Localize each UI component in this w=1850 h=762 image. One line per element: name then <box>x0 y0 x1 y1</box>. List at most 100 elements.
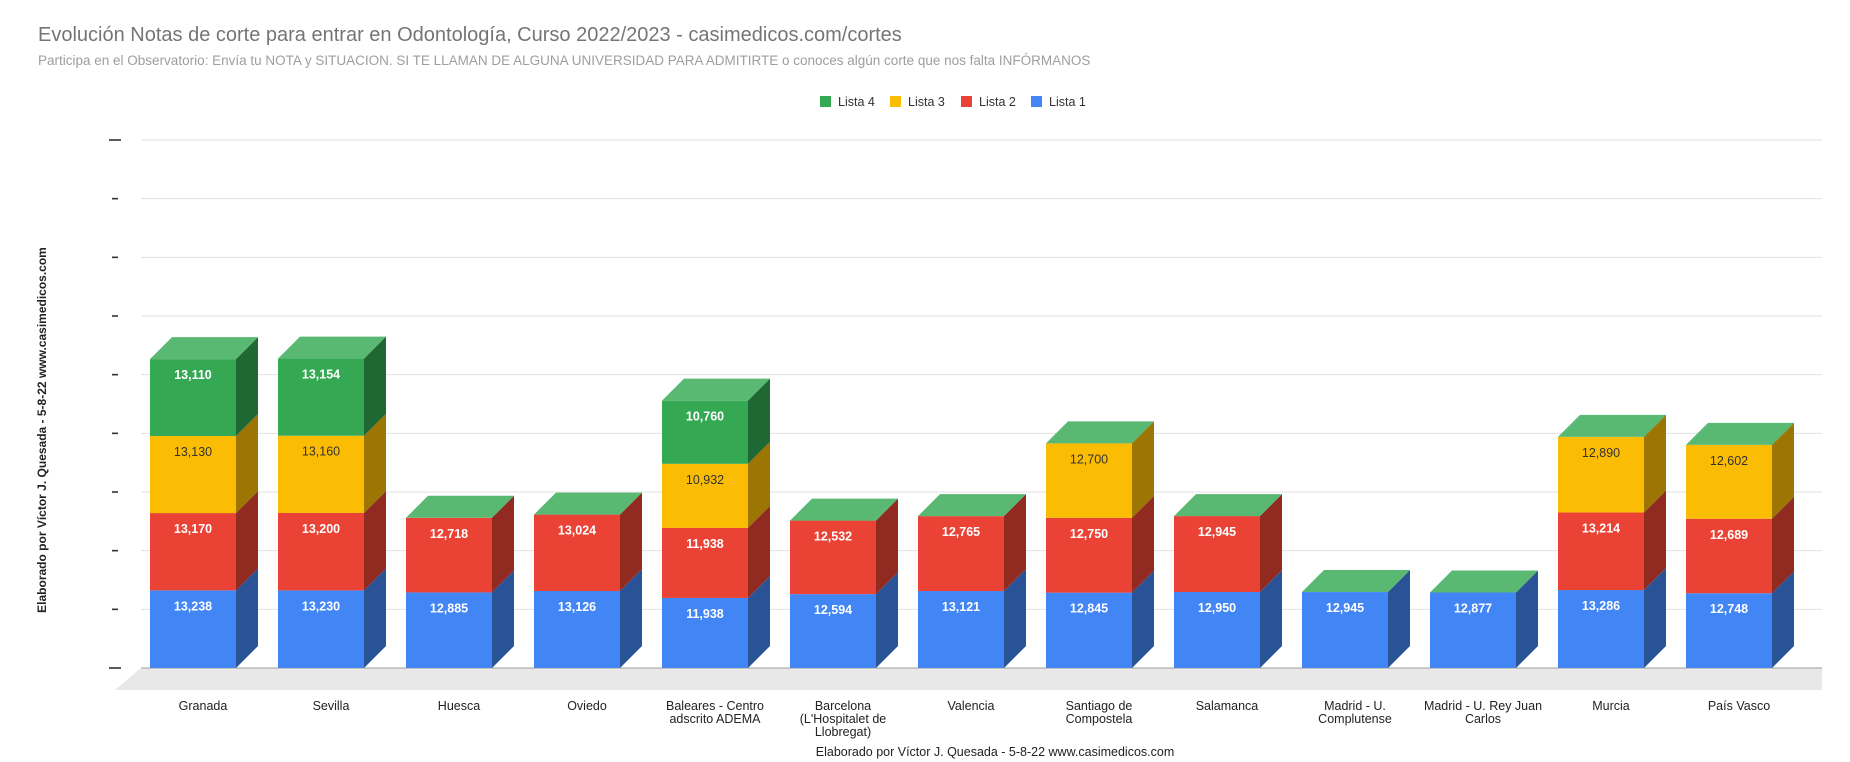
bar-side-lista-2 <box>1004 494 1026 592</box>
bar-side-lista-4 <box>748 378 770 464</box>
data-label-lista-1: 12,885 <box>430 601 468 615</box>
data-label-lista-2: 12,765 <box>942 525 980 539</box>
x-tick-label: Santiago de Compostela <box>1066 699 1133 726</box>
x-tick-label: Sevilla <box>313 699 350 713</box>
bar-side-lista-2 <box>1132 495 1154 593</box>
data-label-lista-2: 12,532 <box>814 530 852 544</box>
data-label-lista-4: 13,154 <box>302 368 340 382</box>
x-tick-label-line: Barcelona <box>815 699 871 713</box>
bar-lista-4[interactable] <box>662 400 748 464</box>
bar-side-lista-1 <box>1516 570 1538 668</box>
bar-lista-3[interactable] <box>662 463 748 528</box>
bar-side-lista-2 <box>1772 496 1794 594</box>
data-label-lista-4: 10,760 <box>686 410 724 424</box>
data-label-lista-2: 13,214 <box>1582 522 1620 536</box>
x-tick-label-line: Oviedo <box>567 699 607 713</box>
bar-lista-2[interactable] <box>1046 517 1132 593</box>
bar-top <box>278 336 386 359</box>
bar-top <box>150 337 258 360</box>
bar-lista-1[interactable] <box>1558 590 1644 668</box>
bar-side-lista-1 <box>748 575 770 668</box>
bar-lista-2[interactable] <box>534 514 620 591</box>
bar-lista-3[interactable] <box>150 436 236 514</box>
x-axis-label: Elaborado por Víctor J. Quesada - 5-8-22… <box>816 745 1175 759</box>
data-label-lista-2: 11,938 <box>686 537 724 551</box>
bar-lista-2[interactable] <box>1174 516 1260 593</box>
bar-side-lista-1 <box>364 568 386 668</box>
data-label-lista-3: 12,602 <box>1710 454 1748 468</box>
bar-side-lista-3 <box>364 413 386 513</box>
bar-lista-1[interactable] <box>662 597 748 668</box>
legend-swatch-lista-3 <box>890 96 901 107</box>
bar-side-lista-3 <box>1132 421 1154 518</box>
data-label-lista-2: 13,200 <box>302 522 340 536</box>
x-tick-label-line: Llobregat) <box>815 725 871 739</box>
bar-lista-1[interactable] <box>278 590 364 668</box>
bar-side-lista-3 <box>236 414 258 514</box>
bar-lista-2[interactable] <box>790 520 876 595</box>
bar-side-lista-4 <box>236 337 258 437</box>
data-label-lista-1: 12,950 <box>1198 601 1236 615</box>
bar-lista-1[interactable] <box>406 592 492 668</box>
x-tick-label: Madrid - U. Rey Juan Carlos <box>1424 699 1542 726</box>
bar-lista-1[interactable] <box>1046 592 1132 668</box>
x-tick-label-line: Carlos <box>1465 712 1501 726</box>
bar-top <box>1174 494 1282 517</box>
bar-lista-3[interactable] <box>1558 436 1644 513</box>
y-axis-label: Elaborado por Víctor J. Quesada - 5-8-22… <box>35 247 49 613</box>
data-label-lista-1: 12,594 <box>814 603 852 617</box>
x-tick-label-line: (L'Hospitalet de <box>800 712 887 726</box>
x-tick-label-line: Valencia <box>947 699 994 713</box>
bar-lista-1[interactable] <box>1302 592 1388 668</box>
bar-side-lista-2 <box>236 491 258 591</box>
bar-top <box>1430 570 1538 593</box>
legend-label: Lista 1 <box>1049 95 1086 109</box>
bar-lista-2[interactable] <box>1558 512 1644 591</box>
bar-lista-1[interactable] <box>1686 593 1772 668</box>
bar-lista-1[interactable] <box>1430 592 1516 668</box>
bar-lista-3[interactable] <box>1046 443 1132 518</box>
bar-lista-2[interactable] <box>918 516 1004 592</box>
bar-side-lista-4 <box>364 336 386 436</box>
bar-lista-3[interactable] <box>1686 444 1772 519</box>
legend-swatch-lista-1 <box>1031 96 1042 107</box>
bar-lista-4[interactable] <box>150 359 236 437</box>
x-tick-label-line: Sevilla <box>313 699 350 713</box>
bar-side-lista-1 <box>1004 569 1026 668</box>
bar-side-lista-1 <box>1388 570 1410 668</box>
data-label-lista-1: 13,230 <box>302 599 340 613</box>
data-label-lista-2: 13,024 <box>558 524 596 538</box>
x-tick-label-line: Madrid - U. <box>1324 699 1386 713</box>
bar-top <box>1046 421 1154 444</box>
bar-lista-1[interactable] <box>1174 592 1260 668</box>
bar-lista-2[interactable] <box>662 527 748 598</box>
bar-top <box>662 378 770 401</box>
bar-lista-2[interactable] <box>406 517 492 593</box>
bar-side-lista-1 <box>1260 570 1282 668</box>
bar-lista-2[interactable] <box>150 513 236 591</box>
bar-lista-2[interactable] <box>1686 518 1772 594</box>
bar-side-lista-1 <box>1772 571 1794 668</box>
bar-lista-1[interactable] <box>918 591 1004 668</box>
bar-side-lista-1 <box>876 572 898 668</box>
bar-side-lista-2 <box>876 498 898 595</box>
bar-lista-3[interactable] <box>278 435 364 513</box>
x-tick-label-line: Salamanca <box>1196 699 1259 713</box>
bar-lista-4[interactable] <box>278 358 364 436</box>
x-tick-label-line: Granada <box>179 699 228 713</box>
data-label-lista-2: 12,689 <box>1710 528 1748 542</box>
data-label-lista-1: 13,286 <box>1582 599 1620 613</box>
bar-side-lista-1 <box>1132 570 1154 668</box>
data-label-lista-1: 12,877 <box>1454 601 1492 615</box>
x-tick-label: Huesca <box>438 699 480 713</box>
bar-lista-1[interactable] <box>534 590 620 668</box>
bar-side-lista-3 <box>748 441 770 528</box>
bar-side-lista-2 <box>748 505 770 598</box>
data-label-lista-2: 12,718 <box>430 527 468 541</box>
bar-lista-1[interactable] <box>150 590 236 668</box>
data-label-lista-1: 13,238 <box>174 599 212 613</box>
bar-lista-2[interactable] <box>278 512 364 591</box>
bar-lista-1[interactable] <box>790 594 876 668</box>
bar-top <box>1558 414 1666 437</box>
